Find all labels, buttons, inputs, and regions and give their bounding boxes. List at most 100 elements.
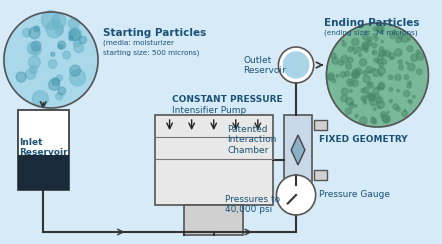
- Bar: [184, 205, 243, 235]
- Circle shape: [32, 91, 48, 107]
- Circle shape: [377, 101, 385, 109]
- Circle shape: [342, 88, 348, 95]
- Circle shape: [382, 60, 387, 64]
- Circle shape: [362, 44, 367, 49]
- Circle shape: [363, 71, 367, 75]
- Circle shape: [58, 44, 63, 49]
- Circle shape: [370, 118, 376, 123]
- Circle shape: [352, 38, 359, 46]
- Circle shape: [382, 115, 389, 122]
- Circle shape: [368, 93, 375, 101]
- Circle shape: [379, 50, 385, 57]
- Circle shape: [55, 26, 63, 34]
- Bar: [18, 110, 69, 190]
- Bar: [18, 155, 69, 190]
- Circle shape: [46, 20, 63, 38]
- Circle shape: [416, 50, 420, 54]
- Bar: [314, 120, 328, 130]
- Circle shape: [362, 42, 369, 49]
- Circle shape: [396, 37, 402, 43]
- Circle shape: [355, 71, 360, 76]
- Circle shape: [30, 66, 37, 74]
- Circle shape: [389, 75, 393, 80]
- Circle shape: [34, 26, 39, 32]
- Circle shape: [392, 30, 396, 34]
- Circle shape: [352, 69, 359, 76]
- Circle shape: [382, 115, 390, 123]
- Circle shape: [31, 41, 41, 51]
- Circle shape: [29, 56, 40, 68]
- Circle shape: [352, 72, 358, 78]
- Circle shape: [390, 33, 396, 39]
- Circle shape: [278, 47, 314, 83]
- Circle shape: [396, 107, 400, 111]
- Text: Intensifier Pump: Intensifier Pump: [171, 106, 246, 115]
- Circle shape: [387, 111, 389, 113]
- Circle shape: [372, 50, 377, 55]
- Circle shape: [69, 28, 81, 41]
- Circle shape: [401, 35, 408, 42]
- Circle shape: [389, 88, 392, 91]
- Circle shape: [374, 58, 378, 62]
- Circle shape: [69, 29, 80, 41]
- Circle shape: [339, 61, 343, 65]
- Circle shape: [413, 95, 415, 98]
- Circle shape: [349, 103, 354, 108]
- Circle shape: [373, 51, 374, 53]
- Circle shape: [389, 53, 395, 59]
- Circle shape: [377, 26, 383, 32]
- Circle shape: [408, 100, 410, 102]
- Text: Ending Particles: Ending Particles: [324, 18, 419, 28]
- Circle shape: [407, 84, 411, 88]
- Circle shape: [70, 65, 80, 76]
- Circle shape: [363, 101, 367, 104]
- Circle shape: [58, 41, 65, 49]
- Circle shape: [58, 87, 65, 95]
- Circle shape: [349, 81, 352, 84]
- Circle shape: [31, 46, 41, 55]
- Circle shape: [361, 89, 365, 93]
- Circle shape: [42, 10, 60, 29]
- Circle shape: [408, 63, 415, 71]
- Circle shape: [342, 42, 346, 46]
- Circle shape: [367, 41, 372, 46]
- Circle shape: [392, 104, 398, 110]
- Circle shape: [362, 46, 367, 51]
- Circle shape: [51, 52, 55, 56]
- Circle shape: [341, 55, 348, 63]
- Circle shape: [385, 118, 389, 122]
- Text: (ending size: .74 microns): (ending size: .74 microns): [324, 30, 417, 37]
- Circle shape: [336, 74, 339, 77]
- Circle shape: [404, 75, 409, 80]
- Circle shape: [397, 89, 400, 92]
- Circle shape: [347, 79, 354, 86]
- Circle shape: [370, 99, 377, 106]
- Circle shape: [346, 63, 351, 69]
- Circle shape: [52, 78, 60, 86]
- Bar: [284, 115, 312, 185]
- Circle shape: [398, 60, 402, 64]
- Circle shape: [381, 114, 384, 117]
- Circle shape: [379, 47, 384, 51]
- Circle shape: [363, 87, 369, 93]
- Circle shape: [327, 23, 428, 127]
- Circle shape: [366, 39, 370, 43]
- Circle shape: [409, 100, 412, 104]
- Circle shape: [350, 90, 352, 92]
- Circle shape: [16, 72, 26, 82]
- Circle shape: [348, 57, 353, 63]
- Circle shape: [363, 98, 366, 102]
- Circle shape: [390, 57, 392, 59]
- Circle shape: [378, 67, 385, 74]
- Circle shape: [380, 74, 382, 76]
- Circle shape: [366, 31, 369, 34]
- Text: (media: moisturizer: (media: moisturizer: [103, 40, 174, 47]
- Circle shape: [407, 46, 413, 52]
- Text: Pressure Gauge: Pressure Gauge: [319, 190, 389, 199]
- Circle shape: [411, 54, 418, 61]
- Circle shape: [416, 69, 422, 74]
- Circle shape: [372, 117, 374, 119]
- Circle shape: [377, 26, 384, 33]
- Circle shape: [52, 14, 66, 28]
- Text: Patented
Interaction
Chamber: Patented Interaction Chamber: [228, 125, 277, 155]
